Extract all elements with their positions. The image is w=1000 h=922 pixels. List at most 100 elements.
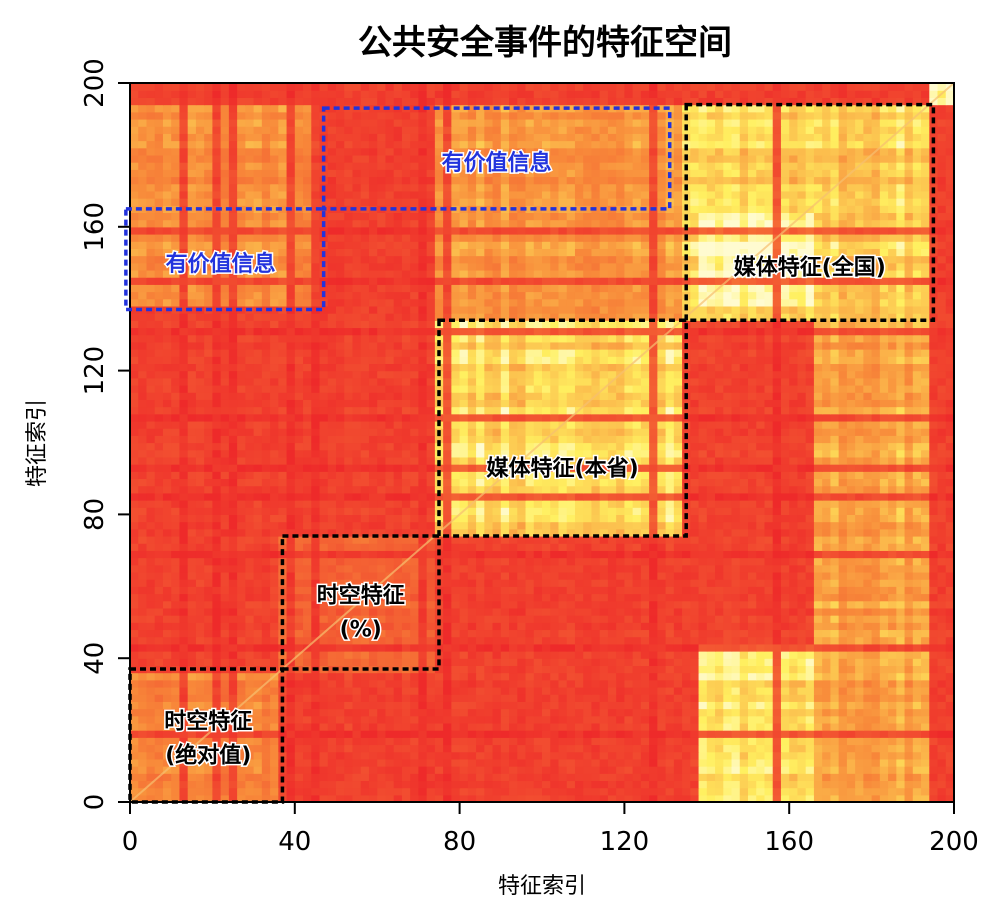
heat-cell [426,507,436,515]
heat-cell [698,535,708,544]
heat-cell [838,600,848,609]
heat-cell [476,629,485,638]
heat-cell [937,658,947,666]
heat-cell [855,478,864,487]
heat-cell [162,758,172,767]
heat-cell [912,794,922,803]
heat-cell [863,500,873,508]
heat-cell [344,643,354,652]
heat-cell [904,751,914,760]
heat-cell [616,492,625,501]
heat-cell [294,615,304,623]
heat-cell [138,492,148,501]
heat-cell [303,686,312,695]
heat-cell [624,744,634,753]
heat-cell [945,794,955,803]
heat-cell [187,607,197,616]
heat-cell [278,507,288,515]
heat-cell [327,787,337,796]
heat-cell [665,442,675,451]
heat-cell [484,780,494,789]
heat-cell [616,651,625,659]
heat-cell [871,737,881,746]
heat-cell [574,794,584,803]
heat-cell [748,658,757,666]
heat-cell [138,758,148,767]
heat-cell [368,571,378,580]
heat-cell [319,643,329,652]
heat-cell [764,715,774,724]
heat-cell [220,528,230,537]
heat-cell [525,564,535,573]
heat-cell [921,622,930,631]
heat-cell [780,579,790,587]
heat-cell [171,492,181,501]
heat-cell [863,722,873,731]
heat-cell [393,593,403,602]
heat-cell [583,564,593,573]
heat-cell [212,528,222,537]
heat-cell [748,514,757,523]
heat-cell [632,679,642,688]
heat-cell [797,456,807,465]
heat-cell [542,694,551,702]
heat-cell [311,507,321,515]
heat-cell [484,579,494,587]
heat-cell [706,593,716,602]
heat-cell [286,528,296,537]
heat-cell [929,787,939,796]
heat-cell [533,615,543,623]
heat-cell [245,564,255,573]
heat-cell [640,514,650,523]
heat-cell [673,615,683,623]
heat-cell [171,737,181,746]
heat-cell [871,571,881,580]
heat-cell [879,464,889,472]
heat-cell [294,636,304,645]
heat-cell [443,629,452,638]
heat-cell [542,794,551,803]
heat-cell [904,593,914,602]
heat-cell [336,672,345,681]
heat-cell [204,737,213,746]
heat-cell [467,780,477,789]
heat-cell [154,636,164,645]
heat-cell [228,773,238,782]
heat-cell [789,651,799,659]
heat-cell [270,686,279,695]
heat-cell [566,471,576,480]
heat-cell [665,607,675,616]
heat-cell [871,622,881,631]
heat-cell [764,701,774,710]
heat-cell [838,686,848,695]
heat-cell [937,543,947,551]
heat-cell [846,571,856,580]
heat-cell [336,557,345,566]
heat-cell [245,737,255,746]
heat-cell [748,600,757,609]
heat-cell [591,500,601,508]
heat-cell [574,701,584,710]
heat-cell [187,751,197,760]
heat-cell [443,586,452,595]
heat-cell [929,622,939,631]
heat-cell [838,564,848,573]
heat-cell [706,564,716,573]
heat-cell [591,571,601,580]
heat-cell [467,528,477,537]
heat-cell [525,686,535,695]
heat-cell [484,571,494,580]
heat-cell [220,485,230,494]
heat-cell [772,679,782,688]
heat-cell [245,744,255,753]
heat-cell [360,485,370,494]
heat-cell [245,557,255,566]
heat-cell [822,780,831,789]
heat-cell [863,715,873,724]
heat-cell [591,651,601,659]
heat-cell [401,730,411,738]
heat-cell [426,464,436,472]
heat-cell [154,528,164,537]
heat-cell [748,629,757,638]
heat-cell [698,492,708,501]
